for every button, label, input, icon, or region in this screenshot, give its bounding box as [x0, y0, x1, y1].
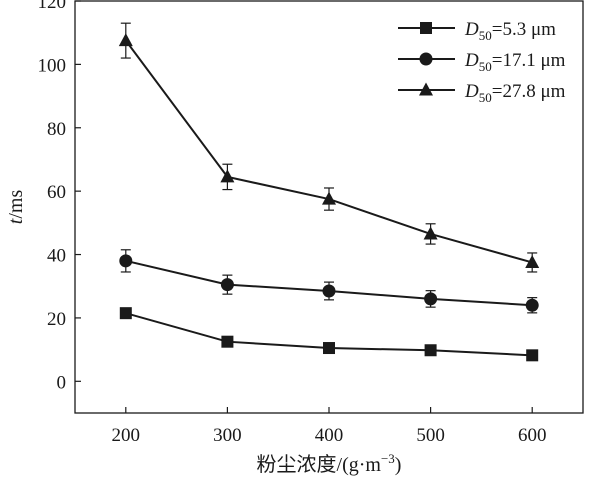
data-point [119, 254, 133, 268]
legend-entry: D50=17.1 μm [398, 50, 566, 74]
data-point [221, 335, 234, 348]
legend-entry: D50=27.8 μm [398, 81, 566, 105]
x-axis-title: 粉尘浓度/(g·m−3) [257, 451, 402, 476]
legend-label: D50=17.1 μm [464, 50, 566, 74]
y-tick-label: 80 [47, 119, 66, 140]
y-tick-label: 100 [38, 55, 67, 76]
x-tick-label: 300 [213, 425, 242, 446]
y-tick-label: 40 [47, 246, 66, 267]
data-point [526, 349, 539, 362]
data-point [525, 298, 539, 312]
series-layer [118, 22, 540, 362]
data-point [424, 292, 438, 306]
series-line [124, 40, 533, 264]
data-point [322, 284, 336, 298]
data-point [220, 278, 234, 292]
data-point [424, 344, 437, 357]
y-tick-label: 0 [57, 372, 67, 393]
y-tick-label: 60 [47, 182, 66, 203]
legend: D50=5.3 μm D50=17.1 μm D50=27.8 μm [398, 19, 566, 105]
data-point [322, 191, 336, 205]
x-tick-label: 400 [315, 425, 344, 446]
data-point [220, 169, 235, 183]
series-2 [119, 249, 539, 314]
data-point [423, 226, 438, 240]
legend-entry: D50=5.3 μm [398, 19, 556, 43]
data-point [323, 342, 335, 355]
legend-label: D50=5.3 μm [464, 19, 556, 43]
data-point [118, 33, 133, 47]
data-point [119, 307, 132, 320]
legend-label: D50=27.8 μm [464, 81, 566, 105]
data-point [525, 254, 540, 268]
y-tick-label: 120 [38, 0, 67, 13]
legend-marker [420, 22, 432, 34]
series-3 [118, 22, 540, 273]
legend-marker [419, 82, 433, 96]
series-1 [119, 307, 539, 362]
y-tick-label: 20 [47, 309, 66, 330]
x-tick-label: 200 [112, 425, 141, 446]
y-axis: 0 20 40 60 80 100 120 [38, 0, 81, 393]
x-axis: 200 300 400 500 600 [112, 407, 547, 446]
legend-marker [419, 52, 433, 66]
x-tick-label: 500 [416, 425, 445, 446]
x-tick-label: 600 [518, 425, 547, 446]
y-axis-title: t/ms [5, 190, 27, 225]
